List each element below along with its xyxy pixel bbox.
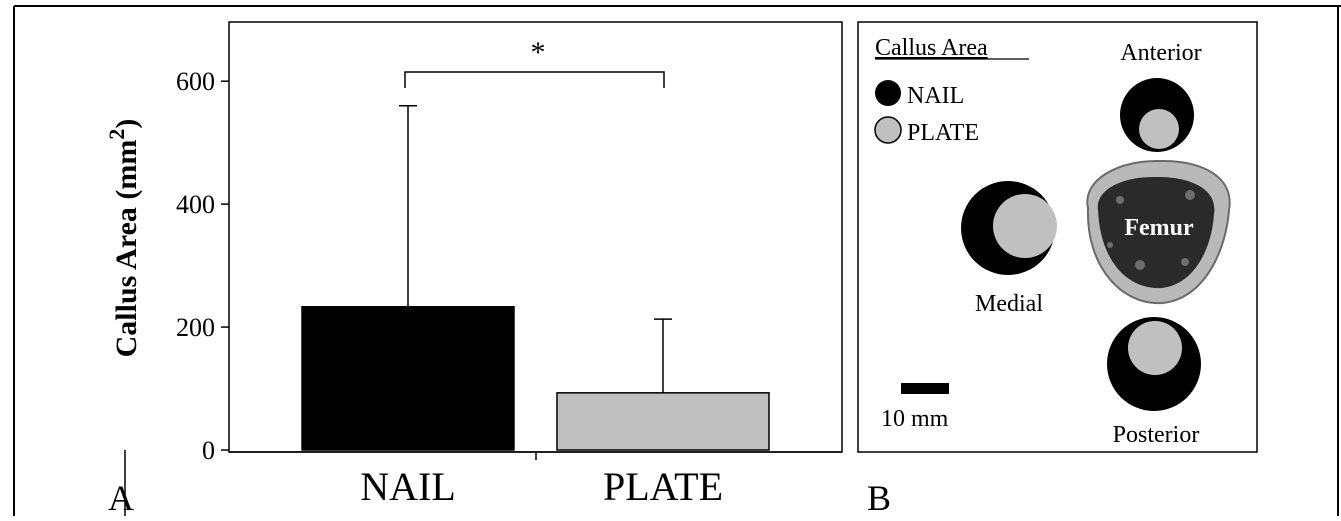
- legend-label-nail: NAIL: [907, 83, 964, 109]
- y-axis-label-text: Callus Area (mm: [110, 140, 143, 358]
- y-axis: 0 200 400 600: [176, 67, 229, 465]
- femur-texture-dot: [1107, 242, 1113, 248]
- y-tick-label: 200: [176, 313, 215, 342]
- y-tick-label: 600: [176, 67, 215, 96]
- y-tick-label: 400: [176, 190, 215, 219]
- bar-plate: [556, 392, 770, 451]
- panel-a-label: A: [108, 478, 134, 516]
- significance-marker: *: [531, 36, 546, 69]
- legend-title: Callus Area: [875, 35, 988, 61]
- error-bars-group: [399, 105, 672, 393]
- x-tick-label-plate: PLATE: [603, 464, 723, 509]
- legend-label-plate: PLATE: [907, 120, 979, 146]
- x-axis: NAIL PLATE: [229, 451, 842, 509]
- bar-nail: [301, 306, 515, 451]
- scale-bar: [901, 383, 949, 394]
- significance-bracket: [404, 71, 665, 88]
- femur-texture-dot: [1181, 258, 1189, 266]
- bars-group: [301, 306, 770, 451]
- scale-bar-label: 10 mm: [881, 406, 949, 432]
- medial-plate-callus: [993, 194, 1057, 258]
- legend-swatch-plate: [874, 116, 902, 144]
- panel-a: 0 200 400 600 NAIL PLATE * Callus Area (mm2)…: [104, 21, 843, 518]
- panel-b: Callus Area NAIL PLATE Anterior Medial F…: [857, 21, 1258, 518]
- panel-b-label: B: [867, 478, 891, 516]
- medial-label: Medial: [975, 291, 1043, 317]
- posterior-plate-callus: [1128, 321, 1182, 375]
- legend-swatch-nail: [875, 80, 901, 106]
- y-axis-label-close: ): [110, 119, 143, 129]
- y-tick-label: 0: [202, 436, 215, 465]
- femur-label: Femur: [1124, 215, 1194, 241]
- femur-texture-dot: [1116, 196, 1124, 204]
- posterior-label: Posterior: [1113, 422, 1200, 448]
- femur-texture-dot: [1135, 260, 1145, 270]
- y-axis-label-superscript: 2: [104, 129, 129, 140]
- anterior-plate-callus: [1139, 109, 1179, 149]
- x-tick-label-nail: NAIL: [360, 464, 456, 509]
- anterior-label: Anterior: [1120, 40, 1201, 66]
- femur-texture-dot: [1185, 190, 1195, 200]
- y-axis-label: Callus Area (mm2): [104, 119, 144, 358]
